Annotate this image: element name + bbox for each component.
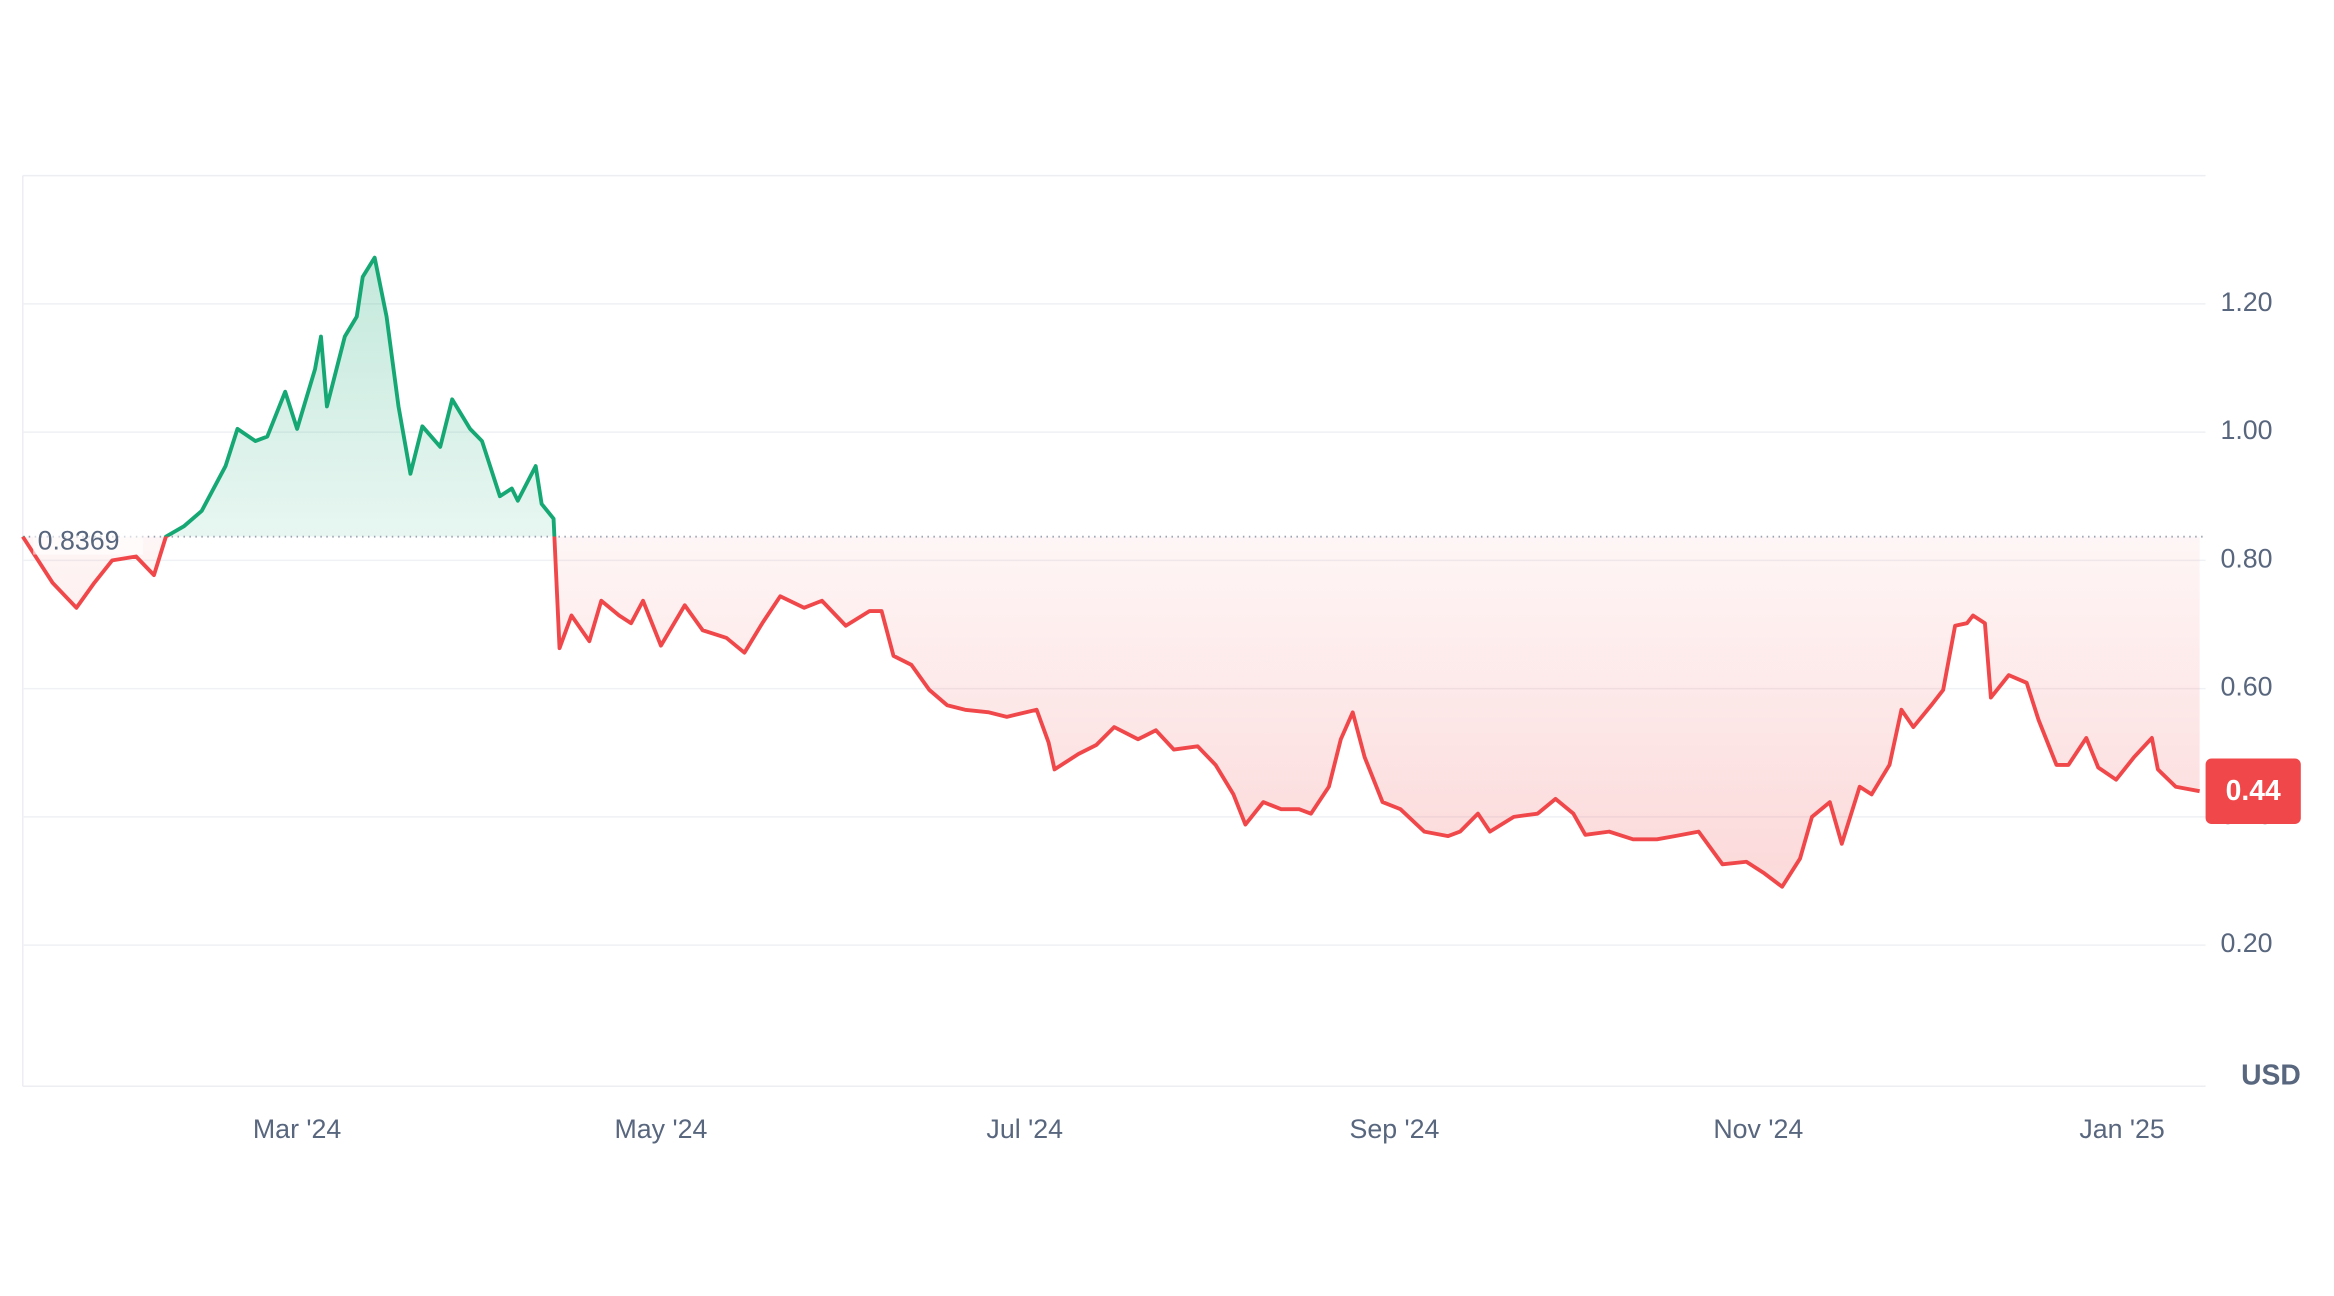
- baseline-label-bg: [33, 518, 144, 555]
- x-tick-label: Nov '24: [1713, 1114, 1803, 1144]
- last-price-badge: [2205, 758, 2301, 824]
- x-tick-label: Jan '25: [2079, 1114, 2164, 1144]
- y-tick-label: 1.00: [2220, 415, 2272, 445]
- y-unit: USD: [2241, 1059, 2301, 1091]
- y-tick-label: 1.20: [2220, 287, 2272, 317]
- baseline-label: 0.8369: [38, 526, 120, 556]
- price-line: [21, 255, 2200, 889]
- x-tick-label: May '24: [614, 1114, 707, 1144]
- y-tick-label: 0.80: [2220, 543, 2272, 573]
- x-tick-label: Mar '24: [253, 1114, 342, 1144]
- x-tick-label: Jul '24: [986, 1114, 1063, 1144]
- y-tick-label: 0.20: [2220, 928, 2272, 958]
- y-tick-label: 0.60: [2220, 672, 2272, 702]
- area-fill: [22, 257, 2200, 887]
- last-price-label: 0.44: [2226, 774, 2281, 806]
- x-tick-label: Sep '24: [1350, 1114, 1440, 1144]
